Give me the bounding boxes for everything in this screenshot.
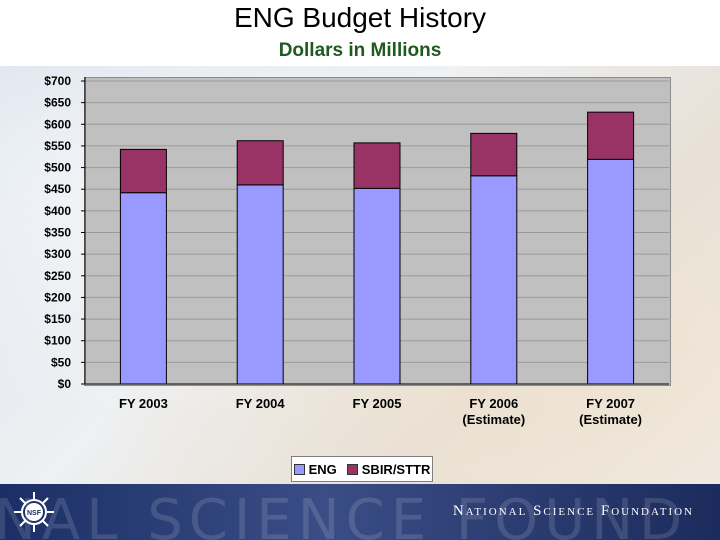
y-tick-label: $200 [44,290,71,304]
footer-banner: NAL SCIENCE FOUND NSF National Science F… [0,484,720,540]
y-tick-label: $450 [44,182,71,196]
y-tick-label: $250 [44,269,71,283]
slide-header: ENG Budget History Dollars in Millions [0,0,720,66]
y-tick-label: $100 [44,334,71,348]
budget-bar-chart: $0 $50 $100 $150 $200 $250 $300 $350 $400 $450 $50… [44,74,669,427]
y-tick-label: $0 [58,377,72,391]
bar-sbir-sttr [236,140,284,186]
legend-label-eng: ENG [308,461,337,477]
nsf-logo-icon: NSF [14,492,54,532]
legend-item-sbir: SBIR/STTR [346,461,431,477]
slide-title: ENG Budget History [233,2,487,33]
y-tick-label: $700 [44,74,71,88]
bar-sbir-sttr [353,142,401,189]
bar-sbir-sttr [470,132,518,177]
x-category-label: FY 2005 [353,396,402,411]
legend-item-eng: ENG [293,461,337,477]
legend-label-sbir: SBIR/STTR [361,461,431,477]
bar-eng [470,175,518,385]
x-category-label: FY 2004 [236,396,286,411]
y-tick-label: $600 [44,117,71,131]
bar-eng [119,192,167,385]
bar-sbir-sttr [119,148,167,194]
x-category-label: FY 2007 [586,396,635,411]
y-tick-label: $300 [44,247,71,261]
footer-watermark: NAL SCIENCE FOUND [0,488,689,540]
svg-text:NSF: NSF [27,510,42,517]
bar-sbir-sttr [587,111,635,160]
y-tick-label: $50 [51,355,71,369]
bar-eng [353,187,401,385]
x-category-label: (Estimate) [462,412,525,427]
x-category-label: (Estimate) [579,412,642,427]
bar-eng [236,184,284,385]
x-category-label: FY 2006 [469,396,518,411]
y-tick-label: $400 [44,204,71,218]
x-category-label: FY 2003 [119,396,168,411]
y-tick-label: $650 [44,96,71,110]
y-tick-label: $500 [44,161,71,175]
bar-eng [587,158,635,385]
y-tick-label: $550 [44,139,71,153]
legend-swatch-eng [293,463,305,475]
y-tick-label: $350 [44,226,71,240]
chart-legend: ENG SBIR/STTR [291,456,433,482]
slide-subtitle: Dollars in Millions [278,40,442,61]
legend-swatch-sbir [346,463,358,475]
y-tick-label: $150 [44,312,71,326]
footer-org-name: National Science Foundation [452,503,694,519]
